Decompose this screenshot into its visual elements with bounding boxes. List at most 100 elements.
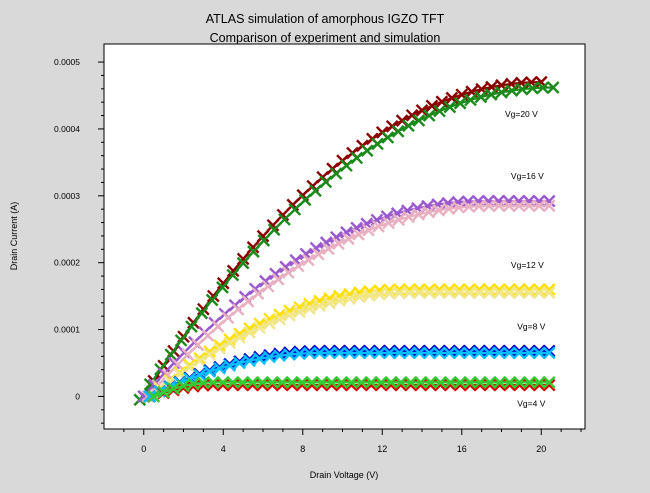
series-annotation-3: Vg=12 V [511,260,544,270]
data-point-marker [522,346,536,360]
data-point-marker [471,194,485,208]
series-10 [147,376,556,403]
data-point-marker [463,376,477,389]
data-point-marker [211,320,225,333]
x-tick-label: 4 [221,444,226,454]
data-point-marker [442,346,456,360]
data-point-marker [373,344,386,358]
data-point-marker [167,382,180,396]
data-point-marker [263,348,276,362]
data-point-marker [185,320,198,333]
data-point-marker [333,344,346,358]
data-point-marker [354,376,368,389]
data-point-marker [191,338,205,352]
data-point-marker [231,303,245,316]
data-point-marker [203,348,216,361]
data-point-marker [181,348,195,361]
data-point-marker [482,344,496,358]
data-point-marker [542,346,556,360]
data-point-marker [313,344,326,358]
data-point-marker [285,376,299,389]
data-point-marker [315,376,329,389]
x-tick-label: 8 [300,444,305,454]
data-point-marker [512,199,526,213]
data-point-marker [492,199,506,213]
data-point-marker [526,81,539,95]
x-tick-label: 12 [377,444,387,454]
data-point-marker [216,280,229,294]
data-point-marker [167,356,181,370]
data-point-marker [319,175,333,189]
series-annotation-1: Vg=20 V [505,109,538,119]
data-point-marker [251,287,265,301]
data-point-marker [433,346,446,360]
data-point-marker [542,286,556,300]
data-point-marker [246,376,259,389]
data-point-marker [266,376,279,389]
data-point-marker [492,344,506,358]
x-tick-label: 0 [141,444,146,454]
data-point-marker [546,81,560,94]
data-point-marker [183,360,197,374]
data-point-marker [532,344,546,358]
data-point-marker [243,354,256,368]
data-point-marker [474,90,488,104]
data-point-marker [295,376,309,389]
data-point-marker [241,295,255,308]
data-point-marker [360,144,374,158]
data-point-marker [394,376,408,389]
data-point-marker [143,390,157,403]
data-point-marker [443,376,457,389]
data-point-marker [313,299,326,313]
data-point-marker [343,344,356,358]
data-point-marker [157,385,170,399]
data-point-marker [453,96,467,110]
data-point-marker [236,252,250,266]
data-point-marker [271,272,285,286]
data-point-marker [343,292,356,306]
data-point-marker [462,286,476,300]
data-point-marker [374,376,388,389]
data-point-marker [266,218,280,232]
x-tick-label: 20 [536,444,546,454]
data-point-marker [403,286,416,300]
data-point-marker [542,344,556,358]
y-tick-label: 0.0003 [54,191,80,201]
data-point-marker [482,346,496,360]
data-point-marker [472,286,486,300]
data-point-marker [293,305,306,319]
data-point-marker [213,339,226,352]
series-layer [133,75,560,407]
data-point-marker [305,376,319,389]
data-point-marker [275,376,289,389]
data-point-marker [522,344,536,358]
data-point-marker [522,286,536,300]
data-point-marker [363,344,376,358]
data-point-marker [433,286,446,300]
data-point-marker [513,376,526,389]
data-point-marker [422,109,436,122]
data-point-marker [484,88,498,101]
data-point-marker [403,346,416,360]
data-point-marker [353,344,366,358]
data-point-marker [273,312,286,326]
data-point-marker [253,321,266,335]
data-point-marker [482,199,496,213]
data-point-marker [236,376,250,389]
data-point-marker [452,344,466,358]
data-point-marker [221,311,235,325]
data-point-marker [283,309,296,322]
data-point-marker [291,259,305,273]
data-point-marker [363,289,376,302]
data-point-marker [453,376,467,389]
data-point-marker [223,359,236,372]
data-point-marker [464,93,477,107]
data-point-marker [323,296,336,310]
data-point-marker [433,104,446,118]
data-point-marker [452,201,466,214]
data-point-marker [532,376,546,389]
data-point-marker [391,125,405,138]
data-point-marker [523,376,536,389]
